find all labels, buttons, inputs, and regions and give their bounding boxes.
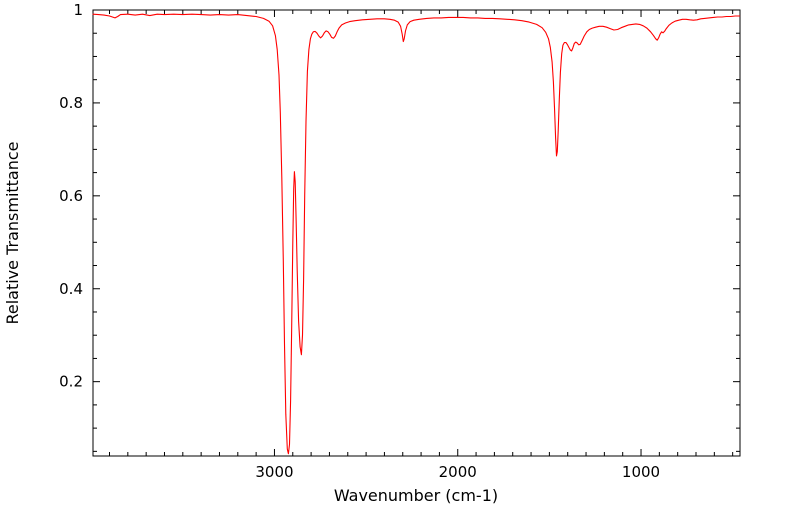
plot-area: 3000 2000 1000 0.2 0.4 0.6 0.8 1 xyxy=(59,1,741,481)
y-axis-title: Relative Transmittance xyxy=(3,141,22,324)
spectrum-line xyxy=(92,13,741,455)
y-tick-label: 1 xyxy=(73,1,83,19)
x-axis-title: Wavenumber (cm-1) xyxy=(334,486,498,505)
y-tick-label: 0.6 xyxy=(59,187,83,205)
y-tick-label: 0.4 xyxy=(59,280,83,298)
x-tick-label: 2000 xyxy=(439,463,477,481)
y-tick-label: 0.2 xyxy=(59,373,83,391)
plot-frame xyxy=(92,9,741,457)
x-tick-label: 3000 xyxy=(255,463,293,481)
y-tick-label: 0.8 xyxy=(59,94,83,112)
x-tick-label: 1000 xyxy=(622,463,660,481)
